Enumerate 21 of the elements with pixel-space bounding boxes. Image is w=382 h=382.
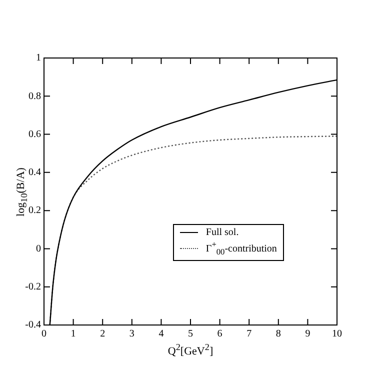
- y-tick-label: -0.4: [25, 320, 41, 331]
- x-tick-label: 1: [70, 328, 76, 340]
- x-axis-title: Q$^{2}$[GeV$^{2}$]: [166, 342, 214, 358]
- x-tick-label: 4: [158, 328, 164, 340]
- x-tick-label: 7: [246, 328, 252, 340]
- x-tick-label: 3: [129, 328, 134, 340]
- y-tick-label: 0.6: [28, 128, 41, 140]
- y-tick-label: 0.2: [28, 205, 41, 216]
- x-tick-label: 10: [332, 328, 342, 340]
- x-tick-label: 9: [305, 328, 310, 340]
- y-tick-label: 0.8: [28, 90, 41, 102]
- legend-label: Full sol.: [206, 226, 239, 239]
- y-tick-label: 0.4: [28, 167, 41, 178]
- legend-label: Γ$^{+}$$_{00}$-contribution: [206, 238, 277, 258]
- x-tick-label: 2: [100, 328, 106, 340]
- y-tick-label: 0: [36, 243, 41, 254]
- x-tick-label: 8: [276, 328, 281, 340]
- x-tick-label: 5: [188, 328, 193, 340]
- y-tick-label: 1: [36, 52, 41, 64]
- y-tick-label: -0.2: [25, 281, 41, 292]
- x-tick-label: 6: [217, 328, 222, 340]
